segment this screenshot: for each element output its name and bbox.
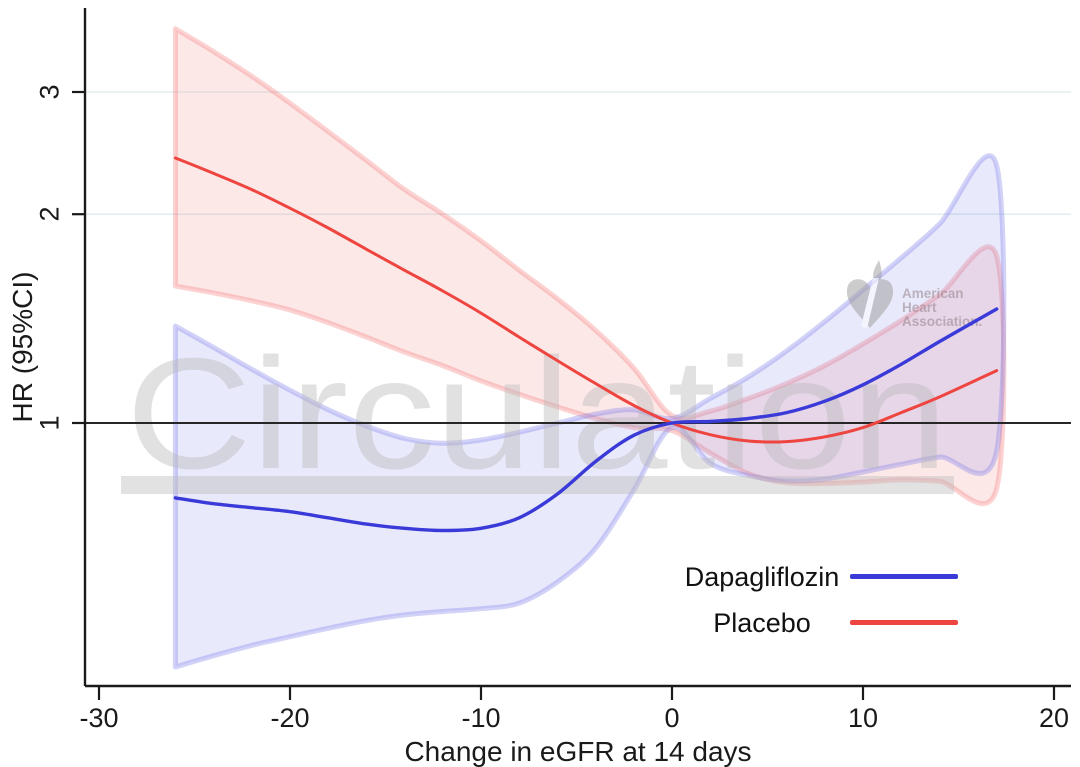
legend-line-dapagliflozin [850,574,958,579]
dapagliflozin-ci-band [172,153,1007,670]
legend-label-dapagliflozin: Dapagliflozin [684,562,840,592]
axes [72,8,1071,700]
aha-text-line2: Heart [902,300,937,315]
aha-text-line3: Association. [902,314,982,329]
y-tick-label-2: 2 [34,206,65,222]
x-tick-label-10: 10 [847,703,879,733]
placebo-line [173,156,999,444]
torch-handle-icon [861,278,879,329]
x-tick-label-20: 20 [1038,703,1070,733]
watermark-text: Circulation [126,326,948,502]
y-tick-label-1: 1 [34,415,65,431]
x-tick-label--20: -20 [270,703,310,733]
x-tick-label--10: -10 [461,703,501,733]
dapagliflozin-line [173,307,999,533]
x-tick-label-0: 0 [664,703,680,733]
torch-flame-icon [873,260,882,282]
legend-label-placebo: Placebo [713,608,811,638]
journal-watermark: Circulation [121,326,954,502]
confidence-bands [172,26,1007,670]
watermark-underline [121,476,954,494]
aha-text-line1: American [902,286,964,301]
y-tick-label-3: 3 [34,84,65,100]
axis-lines [83,8,1071,688]
placebo-ci-band [172,26,1007,507]
aha-logo: American Heart Association. [846,260,982,329]
x-axis-title: Change in eGFR at 14 days [404,736,752,767]
y-axis-title: HR (95%CI) [7,271,38,423]
x-tick-label--30: -30 [79,703,119,733]
series-lines [173,156,999,533]
legend-line-placebo [850,620,958,625]
